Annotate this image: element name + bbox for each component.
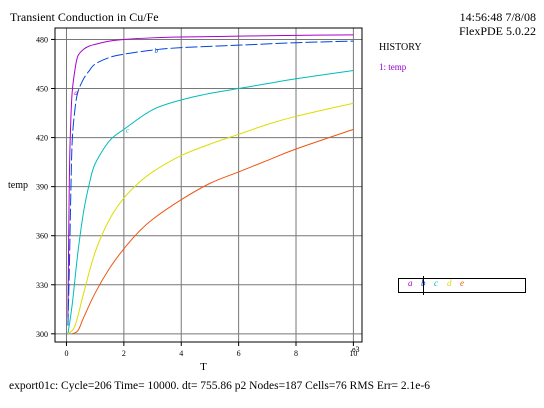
x-tick-label: 0	[64, 349, 68, 358]
history-entry: 1: temp	[379, 62, 407, 72]
x-axis-label: T	[200, 361, 207, 373]
legend-marker-a: a	[408, 278, 413, 288]
y-tick-label: 300	[36, 330, 48, 339]
series-line-d	[67, 102, 354, 335]
history-title: HISTORY	[379, 42, 422, 53]
series-marker-a: a	[74, 89, 78, 97]
x-tick-label: 6	[237, 349, 241, 358]
series-line-e	[71, 128, 354, 335]
axis-ticks: 0 2 4 6 8 10 300 330 360 390 420 450 480	[36, 35, 357, 358]
legend-marker-d: d	[447, 278, 452, 288]
y-axis-label: temp	[8, 180, 28, 191]
x-tick-label: 8	[294, 349, 298, 358]
y-tick-label: 330	[36, 281, 48, 290]
y-tick-label: 420	[36, 134, 48, 143]
grid	[55, 28, 362, 342]
x-tick-label: 10	[349, 349, 357, 358]
series-marker-c: c	[126, 126, 130, 134]
plot-frame	[54, 27, 363, 343]
legend-marker-c: c	[434, 278, 438, 288]
x-axis-multiplier: e3	[352, 345, 360, 354]
y-tick-label: 390	[36, 183, 48, 192]
curves	[67, 34, 354, 335]
marker-legend: abcde	[398, 276, 526, 295]
version-label: FlexPDE 5.0.22	[458, 24, 536, 38]
x-tick-label: 2	[122, 349, 126, 358]
series-marker-b: b	[155, 47, 159, 55]
status-footer: export01c: Cycle=206 Time= 10000. dt= 75…	[9, 380, 430, 392]
series-line-a	[67, 34, 354, 318]
x-tick-label: 4	[179, 349, 183, 358]
curve-markers: a b c	[74, 47, 158, 134]
series-line-c	[67, 70, 354, 334]
y-tick-label: 360	[36, 232, 48, 241]
y-tick-label: 480	[36, 35, 48, 44]
page-title: Transient Conduction in Cu/Fe	[10, 10, 159, 24]
legend-cursor	[423, 276, 424, 295]
series-line-b	[67, 40, 354, 326]
y-tick-label: 450	[36, 85, 48, 94]
timestamp: 14:56:48 7/8/08	[459, 10, 536, 24]
legend-marker-e: e	[460, 278, 464, 288]
